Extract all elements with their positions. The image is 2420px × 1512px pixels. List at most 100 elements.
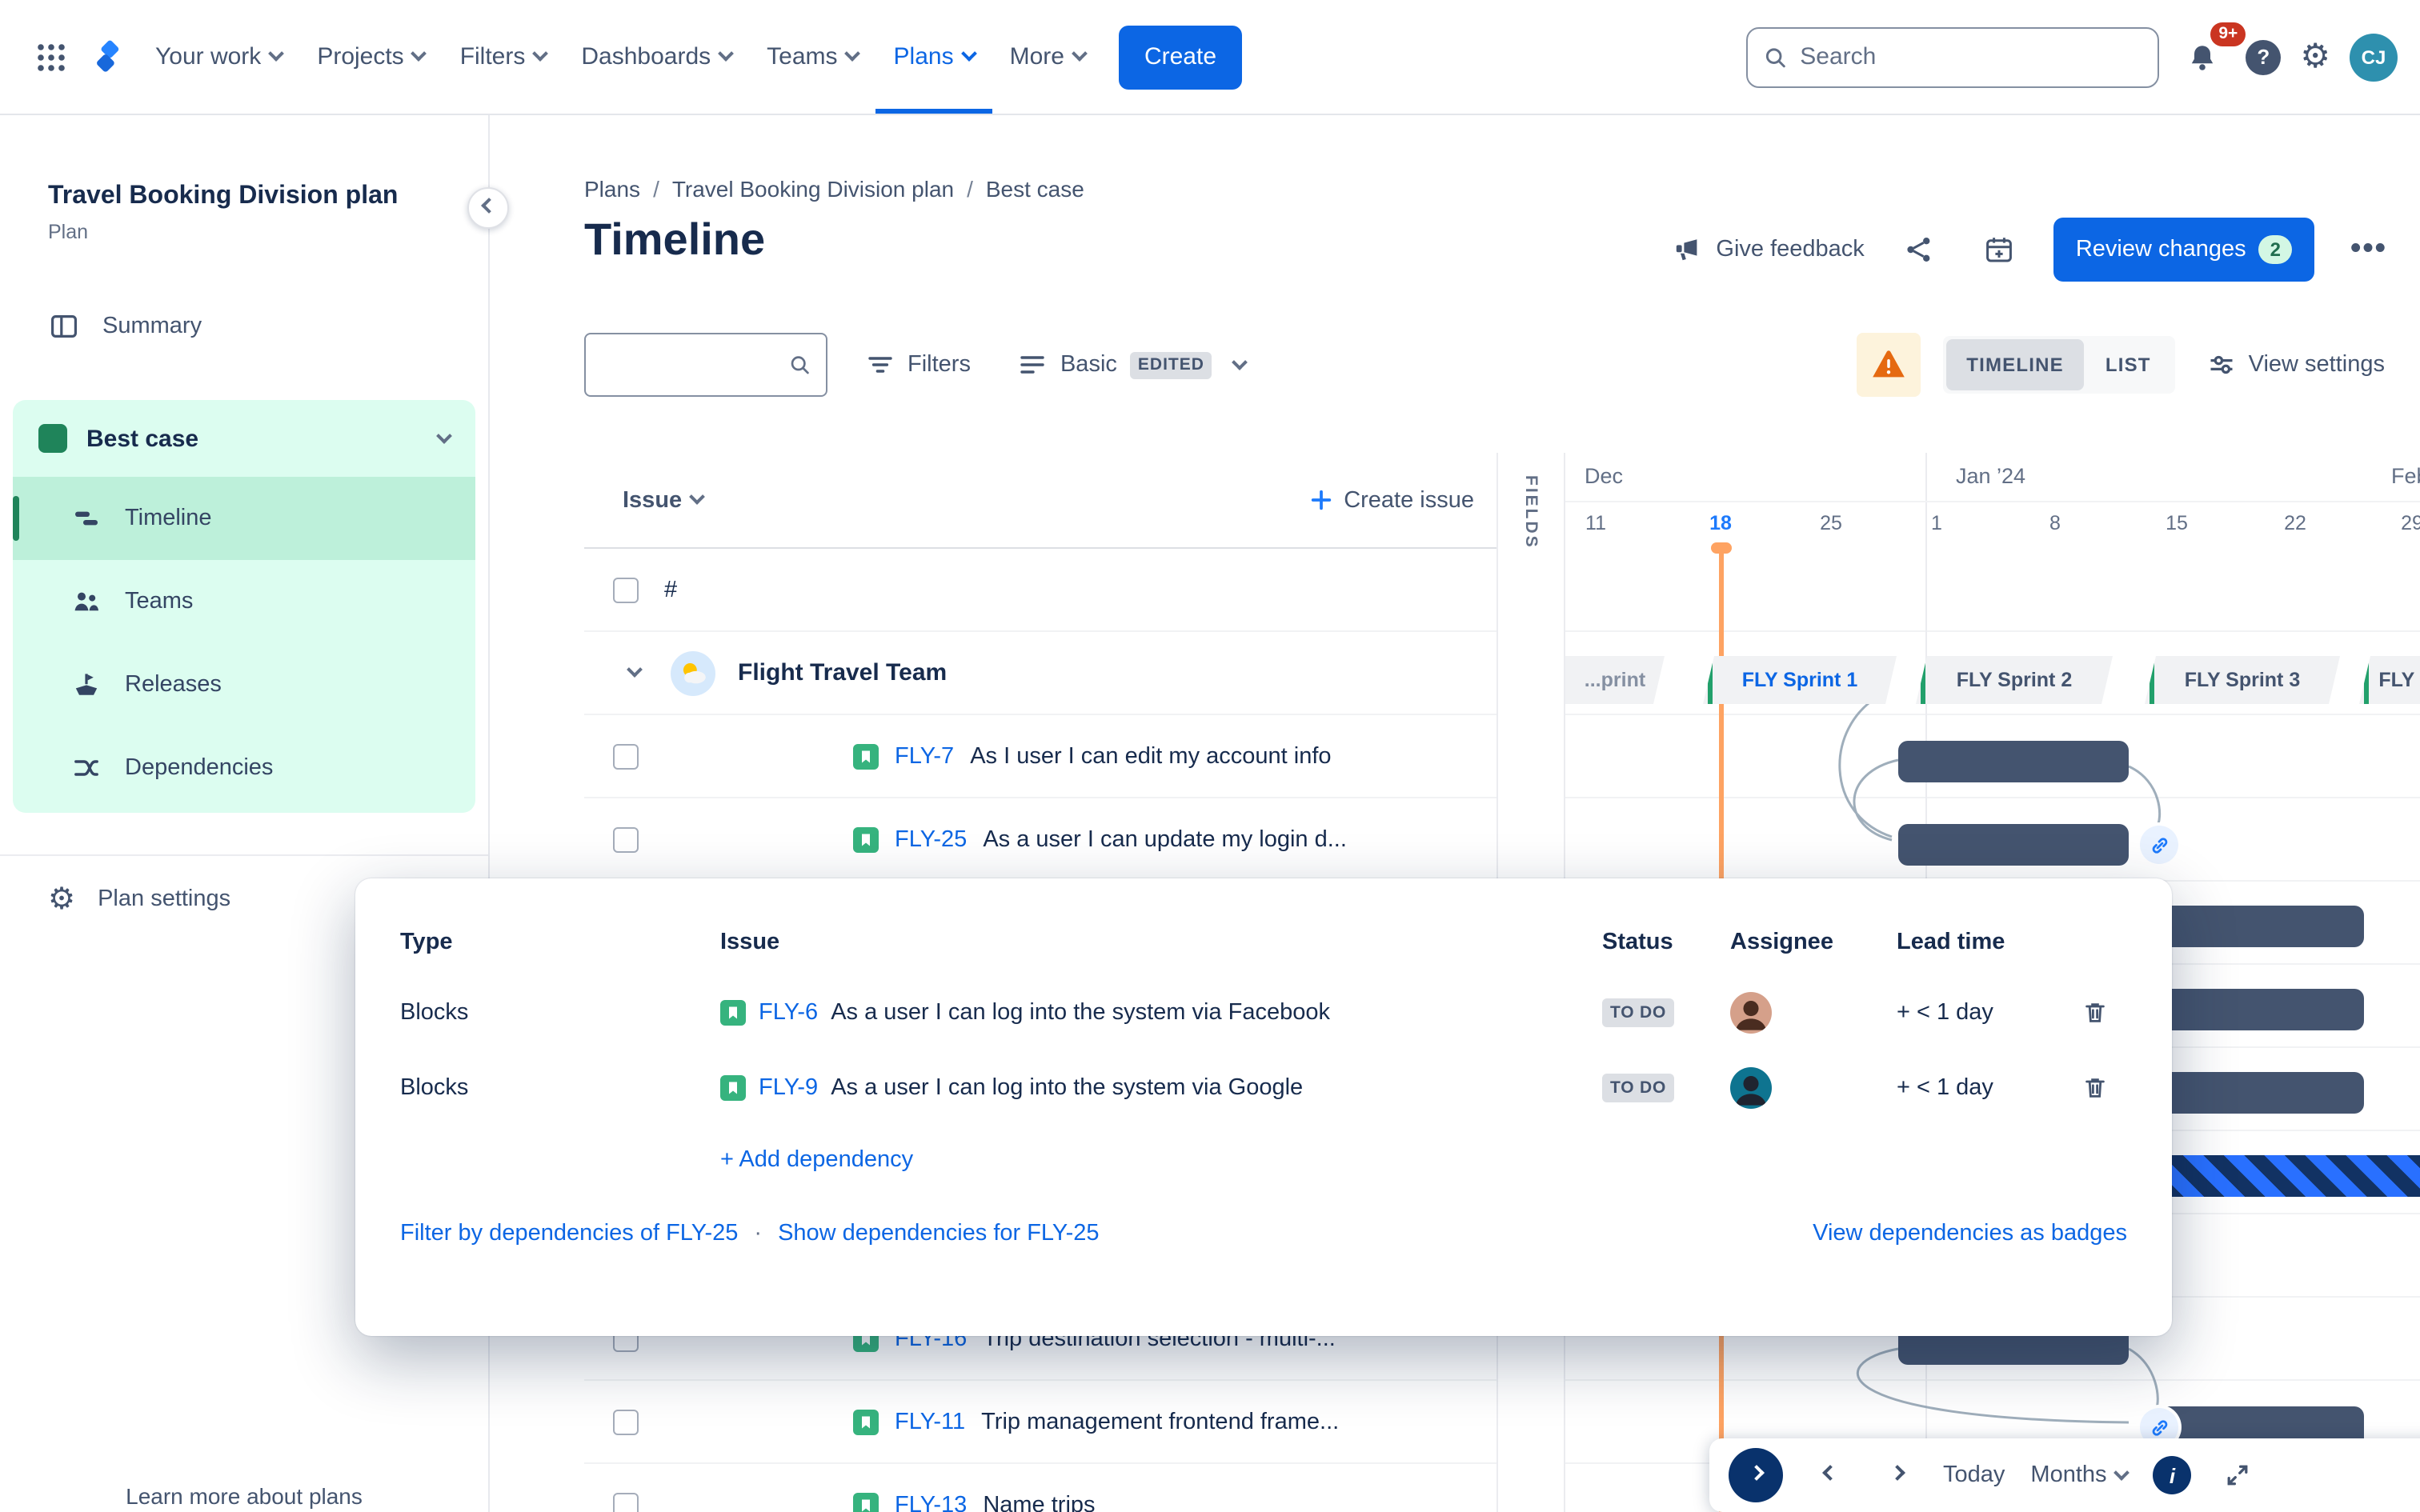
sprint-bar-prev[interactable]: ...print xyxy=(1565,656,1665,704)
global-search-input[interactable] xyxy=(1800,43,2142,70)
fullscreen-button[interactable] xyxy=(2218,1451,2259,1499)
help-button[interactable]: ? xyxy=(2246,39,2282,74)
table-row-issue[interactable]: FLY-13 Name trips xyxy=(584,1464,2420,1512)
sprint-bar-3[interactable]: FLY Sprint 3 xyxy=(2145,656,2340,704)
date-label: 29 xyxy=(2401,512,2420,534)
warnings-button[interactable] xyxy=(1856,333,1921,397)
nav-projects[interactable]: Projects xyxy=(299,0,442,114)
sprint-bar-2[interactable]: FLY Sprint 2 xyxy=(1916,656,2113,704)
dependency-link-badge[interactable] xyxy=(2140,826,2178,864)
dep-type: Blocks xyxy=(400,999,469,1025)
main-content: Plans / Travel Booking Division plan / B… xyxy=(355,115,2420,1512)
nav-your-work[interactable]: Your work xyxy=(138,0,299,114)
sprint-bar-1[interactable]: FLY Sprint 1 xyxy=(1703,656,1897,704)
filters-button[interactable]: Filters xyxy=(856,338,980,392)
nav-teams[interactable]: Teams xyxy=(749,0,875,114)
share-icon xyxy=(1907,238,1930,262)
scenario-section: Best case Timeline Teams Releases Depend… xyxy=(13,400,475,813)
dependencies-popup: Type Issue Status Assignee Lead time Blo… xyxy=(355,878,2172,1336)
more-actions-button[interactable]: ••• xyxy=(2343,224,2394,275)
jira-logo-icon[interactable] xyxy=(80,28,138,86)
timeline-search[interactable] xyxy=(584,333,827,397)
sidebar-item-releases[interactable]: Releases xyxy=(13,643,475,726)
scroll-left-button[interactable] xyxy=(1809,1451,1850,1499)
row-checkbox[interactable] xyxy=(613,1492,639,1512)
create-issue-button[interactable]: Create issue xyxy=(1308,487,1474,513)
delete-dependency-button[interactable] xyxy=(2073,990,2118,1034)
info-button[interactable]: i xyxy=(2153,1456,2192,1494)
issue-bar-fly7[interactable] xyxy=(1898,741,2129,782)
issue-key-link[interactable]: FLY-11 xyxy=(895,1409,966,1434)
review-changes-button[interactable]: Review changes 2 xyxy=(2053,218,2314,282)
settings-gear-icon[interactable]: ⚙ xyxy=(2300,38,2330,75)
sidebar-item-label: Releases xyxy=(125,672,222,698)
notifications-button[interactable]: 9+ xyxy=(2178,22,2246,81)
sidebar-collapse-button[interactable] xyxy=(467,187,509,229)
sidebar-item-dependencies[interactable]: Dependencies xyxy=(13,726,475,810)
issue-key-link[interactable]: FLY-7 xyxy=(895,743,955,769)
delete-dependency-button[interactable] xyxy=(2073,1065,2118,1110)
calendar-plus-icon xyxy=(1985,238,2012,262)
view-mode-list[interactable]: LIST xyxy=(2105,354,2151,376)
sidebar-item-summary[interactable]: Summary xyxy=(0,291,488,362)
scroll-to-next-button[interactable] xyxy=(1729,1448,1783,1502)
status-badge: TO DO xyxy=(1602,998,1675,1026)
view-mode-timeline[interactable]: TIMELINE xyxy=(1945,339,2085,390)
chevron-left-icon xyxy=(480,197,496,213)
breadcrumb-plans[interactable]: Plans xyxy=(584,176,641,202)
global-search[interactable] xyxy=(1746,26,2160,87)
chevron-down-icon xyxy=(2113,1465,2130,1481)
collapse-group-chevron[interactable] xyxy=(613,652,655,694)
filter-by-dependencies-link[interactable]: Filter by dependencies of FLY-25 xyxy=(400,1221,739,1246)
sprint-label: FLY Sprint 2 xyxy=(1956,669,2073,691)
app-switcher-icon[interactable] xyxy=(22,28,80,86)
breadcrumb-scenario[interactable]: Best case xyxy=(985,176,1084,202)
plan-header: Travel Booking Division plan Plan xyxy=(0,115,488,243)
sidebar-item-plan-settings[interactable]: ⚙ Plan settings xyxy=(0,856,488,942)
row-checkbox[interactable] xyxy=(613,826,639,852)
plan-title: Travel Booking Division plan xyxy=(48,182,399,210)
issue-column-header[interactable]: Issue xyxy=(623,487,706,513)
nav-label: More xyxy=(1009,43,1064,70)
issue-key-link[interactable]: FLY-13 xyxy=(895,1492,968,1512)
issue-key-link[interactable]: FLY-6 xyxy=(759,999,819,1025)
add-dependency-link[interactable]: + Add dependency xyxy=(720,1147,914,1173)
issue-bar-fly25[interactable] xyxy=(1898,824,2129,866)
basic-view-button[interactable]: Basic EDITED xyxy=(1009,338,1256,392)
create-button[interactable]: Create xyxy=(1118,25,1243,89)
nav-filters[interactable]: Filters xyxy=(443,0,564,114)
nav-dashboards[interactable]: Dashboards xyxy=(563,0,749,114)
issue-summary: As I user I can edit my account info xyxy=(970,743,1332,769)
user-avatar[interactable]: CJ xyxy=(2350,33,2398,81)
view-dependencies-as-badges-link[interactable]: View dependencies as badges xyxy=(1813,1221,2127,1246)
toolbar-right: TIMELINE LIST View settings xyxy=(1856,333,2394,397)
share-button[interactable] xyxy=(1893,224,1945,275)
issue-key-link[interactable]: FLY-9 xyxy=(759,1074,819,1100)
timeline-search-input[interactable] xyxy=(602,352,776,378)
nav-plans[interactable]: Plans xyxy=(876,0,992,114)
zoom-dropdown[interactable]: Months xyxy=(2030,1462,2130,1488)
month-label: Jan ’24 xyxy=(1956,464,2026,488)
row-checkbox[interactable] xyxy=(613,743,639,769)
today-button[interactable]: Today xyxy=(1943,1462,2005,1488)
schedule-button[interactable] xyxy=(1973,224,2025,275)
row-checkbox[interactable] xyxy=(613,577,639,602)
sprint-bar-4[interactable]: FLY Sprin xyxy=(2359,656,2420,704)
nav-more[interactable]: More xyxy=(992,0,1103,114)
issue-header-label: Issue xyxy=(623,487,683,513)
issue-key-link[interactable]: FLY-25 xyxy=(895,826,968,852)
chevron-down-icon xyxy=(960,46,977,62)
breadcrumb-plan[interactable]: Travel Booking Division plan xyxy=(671,176,955,202)
scroll-right-button[interactable] xyxy=(1876,1451,1917,1499)
learn-more-link[interactable]: Learn more about plans xyxy=(126,1483,363,1509)
scenario-best-case[interactable]: Best case xyxy=(13,400,475,477)
sidebar-item-label: Teams xyxy=(125,589,194,614)
show-dependencies-link[interactable]: Show dependencies for FLY-25 xyxy=(778,1221,1100,1246)
give-feedback-button[interactable]: Give feedback xyxy=(1671,234,1865,266)
plus-icon xyxy=(1311,490,1331,510)
sidebar-item-timeline[interactable]: Timeline xyxy=(13,477,475,560)
view-settings-button[interactable]: View settings xyxy=(2198,338,2394,392)
sidebar-item-teams[interactable]: Teams xyxy=(13,560,475,643)
row-checkbox[interactable] xyxy=(613,1409,639,1434)
header-actions: Give feedback Review changes 2 ••• xyxy=(1671,218,2394,282)
